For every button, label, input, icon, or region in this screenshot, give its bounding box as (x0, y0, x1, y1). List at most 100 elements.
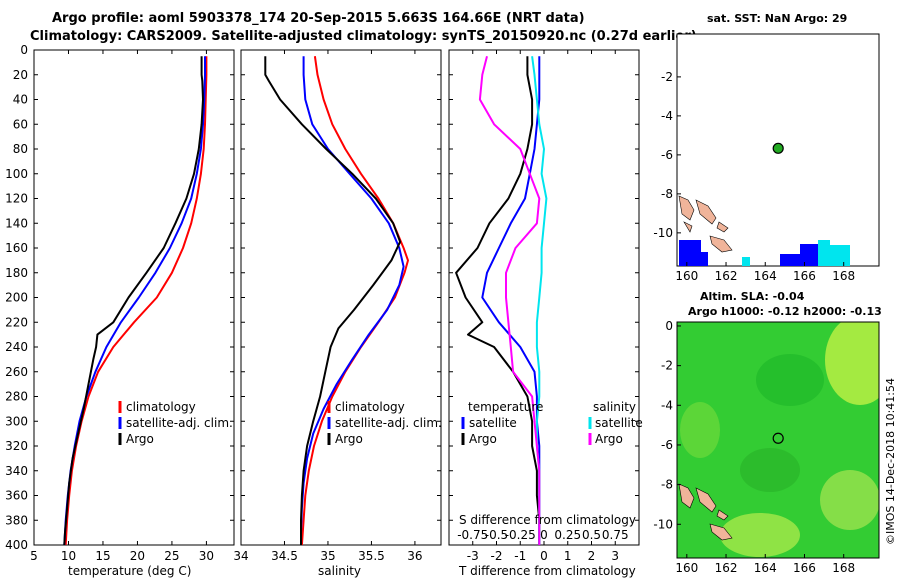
sla-mid-w (680, 402, 720, 458)
s-tick-label: 0.5 (582, 528, 601, 542)
sst-patch-cyan-east2 (830, 245, 850, 266)
figure-title-line2: Climatology: CARS2009. Satellite-adjuste… (30, 29, 697, 44)
map-y-tick-label: -8 (661, 478, 673, 492)
legend-sal-satadj-label: satellite-adj. clim. (335, 416, 442, 430)
map-x-tick-label: 160 (675, 269, 698, 283)
series-line-argo (264, 56, 402, 545)
map-x-tick-label: 164 (754, 561, 777, 575)
argo-position-marker-sla (772, 432, 784, 444)
depth-axis: 0 20 40 60 80 100 120 140 160 180 200 220 240 260 280 3… (5, 43, 28, 552)
map-y-tick-label: 0 (665, 319, 673, 333)
x-tick-label: 30 (199, 549, 214, 563)
map-x-tick-label: 164 (754, 269, 777, 283)
difference-axis-title: T difference from climatology (458, 564, 636, 578)
depth-tick-label: 100 (5, 167, 28, 181)
sla-map-ticks: 160 162 164 166 168 0 -2 -4 -6 -8 -10 (653, 319, 855, 575)
map-y-tick-label: -10 (653, 517, 673, 531)
sla-map-frame (676, 321, 880, 559)
series-line-argo (63, 56, 204, 546)
map-y-tick-label: -4 (661, 398, 673, 412)
s-tick-label: 0.75 (602, 528, 629, 542)
difference-legend: temperature salinity satellite Argo sate… (461, 400, 643, 446)
sla-high-se (820, 470, 879, 530)
depth-tick-label: 120 (5, 192, 28, 206)
depth-tick-label: 60 (13, 117, 28, 131)
sla-map-content (677, 322, 879, 558)
sla-high-ne (825, 322, 879, 405)
depth-tick-label: 340 (5, 464, 28, 478)
depth-tick-label: 380 (5, 513, 28, 527)
depth-tick-label: 40 (13, 93, 28, 107)
legend-temperature-title: temperature (468, 400, 543, 414)
figure-title-line1: Argo profile: aoml 5903378_174 20-Sep-20… (52, 11, 585, 26)
x-tick-label: 3 (611, 549, 619, 563)
sst-patch-blue-mid (780, 254, 810, 266)
legend-t-satellite-label: satellite (469, 416, 517, 430)
map-x-tick-label: 162 (715, 269, 738, 283)
map-y-tick-label: -10 (653, 226, 673, 240)
legend-satadj-label: satellite-adj. clim. (126, 416, 233, 430)
series-line-satellite-adj-clim- (300, 56, 405, 545)
map-y-tick-label: -2 (661, 359, 673, 373)
x-tick-label: 0 (540, 549, 548, 563)
sla-map-title-line2: Argo h1000: -0.12 h2000: -0.13 (688, 305, 882, 318)
map-x-tick-label: 168 (832, 269, 855, 283)
depth-tick-label: 80 (13, 142, 28, 156)
salinity-panel: 34 34.5 35 35.5 36 (233, 49, 441, 563)
sla-land-island-1 (678, 483, 695, 509)
map-y-tick-label: -6 (661, 438, 673, 452)
depth-tick-label: 240 (5, 340, 28, 354)
depth-tick-label: 0 (20, 43, 28, 57)
sst-patch-blue-east (808, 252, 818, 266)
legend-climatology-label: climatology (126, 400, 196, 414)
sst-map: 160 162 164 166 168 -2 -4 -6 -8 -10 (653, 33, 880, 283)
depth-tick-label: 200 (5, 291, 28, 305)
series-line-climatology (64, 56, 208, 546)
temperature-panel: 5 10 15 20 25 30 (30, 49, 234, 563)
salinity-axis-title: salinity (318, 564, 361, 578)
x-tick-label: 35 (320, 549, 335, 563)
s-tick-label: 0 (540, 528, 548, 542)
map-y-tick-label: -2 (661, 70, 673, 84)
difference-panel-frame (448, 49, 640, 546)
map-x-tick-label: 166 (793, 561, 816, 575)
salinity-panel-frame (240, 49, 442, 546)
depth-tick-label: 160 (5, 241, 28, 255)
map-y-tick-label: -6 (661, 148, 673, 162)
s-tick-label: -0.75 (457, 528, 488, 542)
sla-land (678, 483, 733, 541)
s-tick-label: -0.5 (485, 528, 508, 542)
x-tick-label: 20 (130, 549, 145, 563)
x-tick-label: 36 (407, 549, 422, 563)
depth-tick-label: 360 (5, 489, 28, 503)
x-tick-label: 34.5 (271, 549, 298, 563)
series-line-s-argo (478, 55, 541, 545)
sla-land-island-4 (716, 509, 729, 521)
sst-patch-cyan-east (818, 240, 830, 266)
land-island-5 (683, 221, 693, 233)
depth-tick-label: 140 (5, 216, 28, 230)
map-x-tick-label: 168 (832, 561, 855, 575)
legend-sal-argo-label: Argo (335, 432, 363, 446)
map-y-tick-label: -4 (661, 109, 673, 123)
sla-low-c (740, 448, 800, 492)
depth-tick-label: 280 (5, 390, 28, 404)
x-tick-label: -3 (467, 549, 479, 563)
temperature-axis-title: temperature (deg C) (68, 564, 191, 578)
x-tick-label: 2 (588, 549, 596, 563)
sst-land (678, 195, 733, 253)
map-x-tick-label: 160 (675, 561, 698, 575)
s-difference-ticks: -0.75-0.5-0.25 0 0.25 0.5 0.75 (457, 528, 628, 542)
sst-patch-blue-west2 (700, 252, 708, 266)
legend-s-satellite-label: satellite (595, 416, 643, 430)
argo-position-marker-sst (772, 142, 784, 154)
s-tick-label: 0.25 (554, 528, 581, 542)
depth-tick-label: 220 (5, 315, 28, 329)
map-x-tick-label: 162 (715, 561, 738, 575)
x-tick-label: 25 (164, 549, 179, 563)
land-island-3 (709, 235, 733, 253)
land-island-2 (695, 199, 717, 225)
map-y-tick-label: -8 (661, 187, 673, 201)
sla-map-title-line1: Altim. SLA: -0.04 (700, 290, 805, 303)
